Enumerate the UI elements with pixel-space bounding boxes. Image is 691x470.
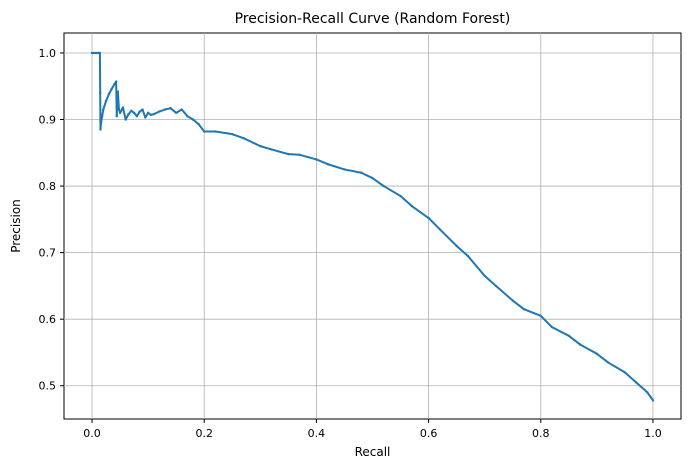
curve-point (152, 112, 155, 116)
curve-point (93, 51, 97, 55)
curve-point (410, 204, 413, 208)
y-tick-label: 0.5 (39, 380, 57, 393)
curve-point (135, 114, 139, 118)
curve-point (180, 108, 183, 111)
x-tick-label: 0.2 (195, 427, 213, 440)
curve-point (522, 307, 526, 311)
curve-point (132, 111, 136, 115)
curve-point (298, 153, 301, 156)
curve-point (174, 111, 178, 115)
curve-point (382, 184, 385, 188)
curve-point (104, 99, 108, 103)
y-tick-label: 0.7 (39, 247, 57, 260)
curve-point (116, 90, 120, 93)
curve-point (427, 216, 430, 220)
curve-point (163, 108, 167, 111)
curve-point (118, 111, 122, 115)
curve-point (287, 152, 290, 156)
y-tick-label: 1.0 (39, 47, 57, 60)
curve-point (231, 132, 234, 136)
curve-point (107, 93, 111, 96)
curve-point (214, 130, 217, 133)
x-tick-label: 0.8 (532, 427, 550, 440)
curve-point (114, 80, 118, 83)
curve-point (149, 113, 153, 117)
curve-point (455, 244, 458, 248)
curve-point (100, 114, 104, 118)
curve-point (99, 128, 102, 131)
x-tick-label: 0.0 (83, 427, 101, 440)
curve-point (141, 108, 144, 111)
curve-point (634, 381, 638, 384)
curve-point (606, 361, 610, 364)
curve-point (539, 314, 542, 318)
plot-area (63, 32, 682, 420)
curve-point (466, 254, 470, 258)
curve-point (130, 109, 133, 113)
curve-point (144, 116, 147, 119)
curve-point (203, 130, 206, 133)
x-tick-label: 0.4 (308, 427, 326, 440)
curve-point (138, 110, 141, 113)
curve-point (343, 168, 346, 171)
curve-point (169, 107, 172, 110)
curve-point (121, 106, 125, 109)
x-tick-label: 1.0 (644, 427, 662, 440)
curve-point (124, 118, 127, 121)
curve-point (483, 274, 486, 278)
curve-point (186, 114, 189, 118)
curve-point (578, 343, 582, 346)
curve-point (113, 83, 116, 86)
curve-point (102, 108, 105, 111)
x-tick-label: 0.6 (420, 427, 438, 440)
curve-point (242, 136, 245, 140)
y-axis-label: Precision (9, 199, 23, 253)
curve-point (270, 148, 273, 151)
curve-point (315, 158, 318, 161)
chart-title: Precision-Recall Curve (Random Forest) (235, 11, 511, 27)
curve-point (259, 144, 262, 148)
curve-point (158, 110, 161, 113)
curve-point (623, 371, 627, 374)
curve-point (511, 299, 514, 302)
curve-point (99, 121, 103, 125)
x-axis-label: Recall (355, 445, 391, 459)
curve-point (494, 284, 498, 288)
curve-point (90, 51, 94, 55)
curve-point (146, 111, 150, 115)
curve-point (550, 325, 554, 329)
curve-point (115, 114, 118, 118)
curve-point (197, 122, 200, 126)
curve-point (110, 87, 113, 91)
y-tick-label: 0.6 (39, 313, 57, 326)
curve-point (98, 91, 102, 95)
curve-point (438, 228, 442, 231)
axes-layer: 0.0 0.2 0.4 0.6 0.8 1.0 0.5 0.6 0.7 0.8 0.9 1.0 (39, 47, 662, 440)
series-layer (90, 51, 655, 402)
curve-point (651, 399, 655, 402)
curve-point (399, 194, 402, 198)
curve-point (326, 162, 329, 166)
curve-point (595, 352, 599, 355)
curve-point (117, 108, 121, 111)
curve-point (567, 334, 571, 338)
curve-point (127, 112, 130, 116)
y-tick-label: 0.8 (39, 180, 57, 193)
curve-point (191, 118, 195, 121)
y-tick-label: 0.9 (39, 114, 57, 127)
curve-point (360, 171, 363, 174)
curve-point (98, 51, 102, 55)
curve-point (371, 176, 374, 180)
grid-lines (64, 33, 681, 419)
curve-point (646, 391, 649, 394)
